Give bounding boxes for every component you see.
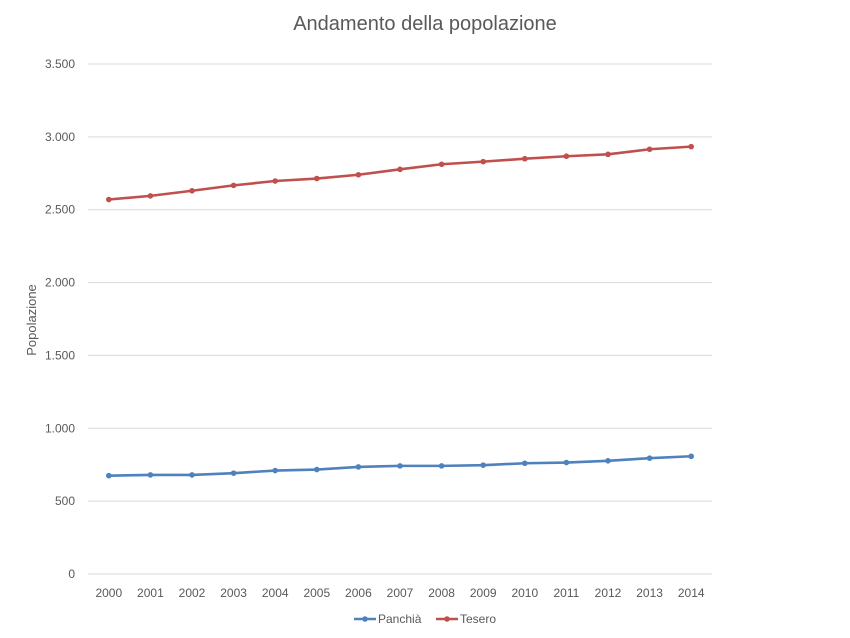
data-point	[397, 463, 403, 469]
y-axis-ticks: 0 500 1.000 1.500 2.000 2.500 3.000 3.500	[45, 57, 75, 581]
x-tick-label: 2010	[511, 586, 538, 600]
y-tick-label: 500	[55, 494, 75, 508]
data-point	[189, 472, 195, 478]
data-point	[355, 171, 362, 178]
chart-title: Andamento della popolazione	[293, 13, 557, 35]
y-tick-label: 1.000	[45, 421, 75, 435]
x-tick-label: 2006	[345, 586, 372, 600]
x-tick-label: 2011	[553, 586, 579, 600]
y-tick-label: 3.500	[45, 57, 75, 71]
data-point	[605, 151, 611, 158]
x-tick-label: 2001	[137, 586, 164, 600]
x-tick-label: 2013	[636, 586, 663, 600]
data-point	[438, 463, 445, 469]
series-panchià	[106, 453, 694, 479]
y-tick-label: 1.500	[45, 348, 75, 362]
gridlines	[88, 63, 712, 575]
data-point	[522, 460, 528, 467]
data-point	[189, 187, 195, 194]
data-point	[688, 453, 694, 460]
x-tick-label: 2007	[387, 586, 414, 600]
legend-label: Panchià	[378, 612, 422, 626]
data-point	[605, 457, 611, 464]
data-point	[397, 166, 403, 173]
data-point	[147, 472, 154, 478]
data-point	[314, 175, 320, 182]
data-point	[230, 182, 237, 189]
data-point	[106, 196, 112, 203]
y-tick-label: 0	[68, 567, 75, 581]
x-tick-label: 2012	[595, 586, 622, 600]
x-tick-label: 2002	[179, 586, 206, 600]
series-tesero	[106, 143, 694, 203]
x-tick-label: 2003	[220, 586, 247, 600]
y-tick-label: 2.000	[45, 276, 75, 290]
series	[106, 143, 694, 479]
y-tick-label: 2.500	[45, 203, 75, 217]
legend-marker	[362, 616, 368, 622]
data-point	[480, 158, 487, 165]
data-point	[563, 459, 570, 466]
data-point	[314, 466, 320, 473]
x-tick-label: 2009	[470, 586, 497, 600]
x-tick-label: 2000	[95, 586, 122, 600]
data-point	[272, 178, 279, 184]
data-point	[563, 153, 570, 160]
data-point	[688, 143, 694, 150]
data-point	[355, 464, 362, 470]
data-point	[230, 470, 237, 476]
x-tick-label: 2004	[262, 586, 289, 600]
x-axis-ticks: 2000 2001 2002 2003 2004 2005 2006 2007 2008 2009…	[95, 586, 704, 600]
data-point	[272, 467, 279, 474]
data-point	[147, 193, 154, 199]
data-point	[480, 462, 487, 468]
x-tick-label: 2005	[303, 586, 330, 600]
data-point	[106, 472, 112, 479]
legend-marker	[444, 616, 450, 622]
data-point	[646, 455, 653, 461]
data-point	[646, 146, 653, 153]
x-tick-label: 2014	[678, 586, 705, 600]
x-tick-label: 2008	[428, 586, 455, 600]
series-line	[108, 145, 692, 201]
legend: Panchià Tesero	[354, 612, 496, 626]
legend-label: Tesero	[460, 612, 496, 626]
data-point	[522, 155, 528, 162]
data-point	[438, 161, 445, 168]
y-tick-label: 3.000	[45, 130, 75, 144]
y-axis-label: Popolazione	[24, 284, 39, 356]
